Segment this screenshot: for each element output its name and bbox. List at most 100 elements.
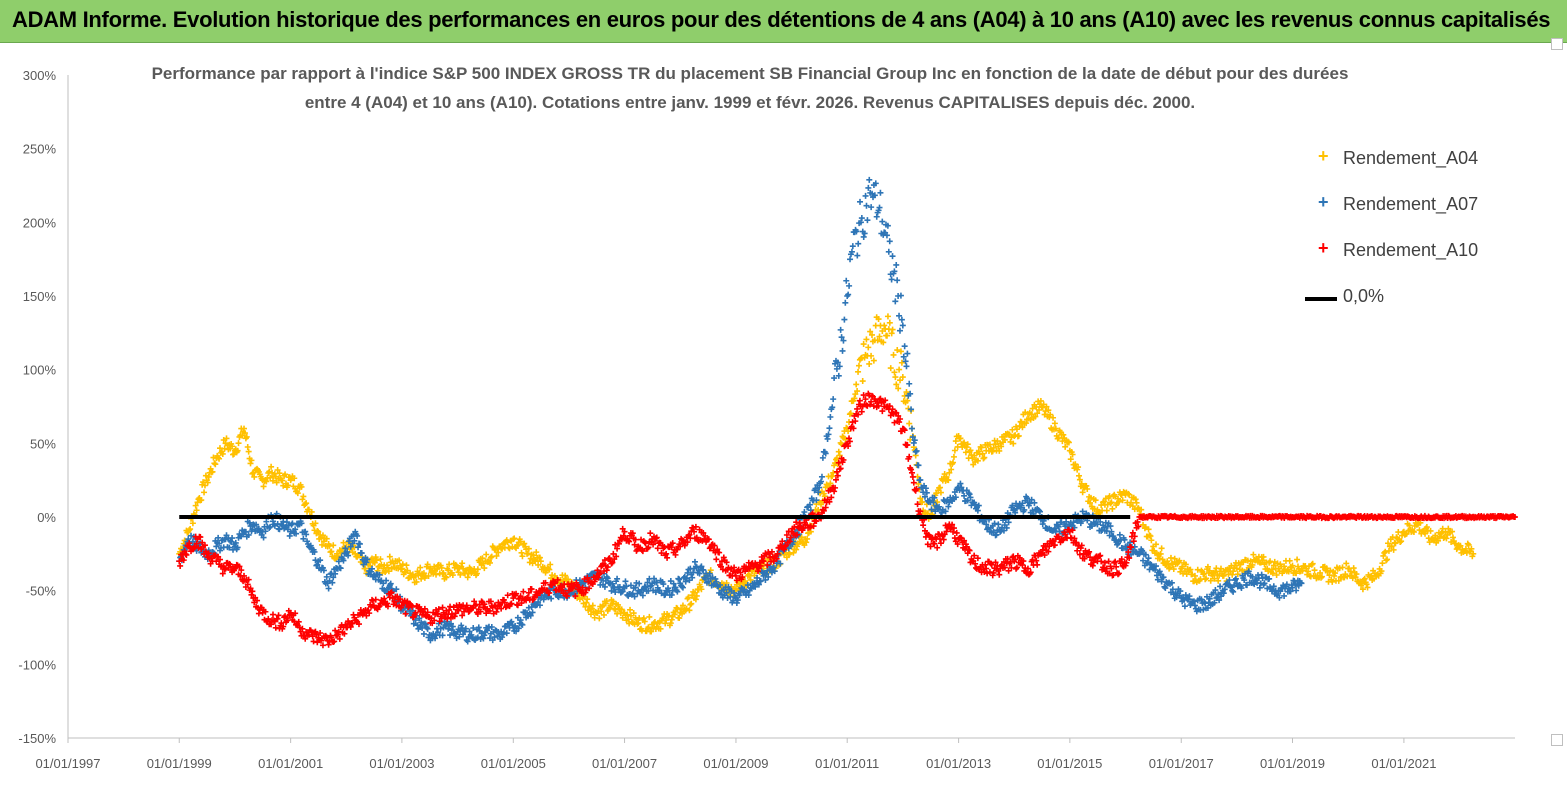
data-point-rendement-a10 — [987, 560, 994, 567]
data-point-rendement-a04 — [513, 542, 520, 549]
data-point-rendement-a07 — [317, 557, 324, 564]
data-point-rendement-a04 — [1380, 552, 1387, 559]
legend-plus-marker: + — [1318, 238, 1329, 258]
data-point-rendement-a10 — [621, 528, 628, 535]
data-point-rendement-a04 — [1171, 555, 1178, 562]
data-point-rendement-a04 — [443, 574, 450, 581]
data-point-rendement-a04 — [486, 559, 493, 566]
data-point-rendement-a04 — [889, 326, 896, 333]
data-point-rendement-a10 — [974, 555, 981, 562]
data-point-rendement-a04 — [273, 479, 280, 486]
resize-handle[interactable] — [1551, 38, 1563, 50]
data-point-rendement-a10 — [1115, 571, 1121, 578]
data-point-rendement-a04 — [1422, 530, 1429, 537]
data-point-rendement-a04 — [1032, 413, 1039, 420]
data-point-rendement-a07 — [1097, 518, 1104, 525]
data-point-rendement-a10 — [355, 621, 362, 628]
data-point-rendement-a04 — [978, 444, 985, 451]
data-point-rendement-a10 — [837, 465, 844, 472]
data-point-rendement-a07 — [1168, 579, 1175, 586]
data-point-rendement-a10 — [786, 538, 793, 545]
data-point-rendement-a04 — [377, 556, 384, 563]
data-point-rendement-a10 — [910, 479, 917, 486]
data-point-rendement-a04 — [403, 562, 410, 569]
data-point-rendement-a04 — [1341, 574, 1348, 581]
data-point-rendement-a10 — [498, 605, 505, 612]
data-point-rendement-a07 — [837, 326, 844, 333]
data-point-rendement-a04 — [742, 578, 749, 585]
data-point-rendement-a04 — [1273, 572, 1280, 579]
data-point-rendement-a04 — [1353, 571, 1360, 578]
data-point-rendement-a10 — [528, 586, 535, 593]
data-point-rendement-a07 — [242, 528, 249, 535]
data-point-rendement-a04 — [1352, 574, 1359, 581]
data-point-rendement-a10 — [846, 438, 853, 445]
data-point-rendement-a07 — [381, 587, 388, 594]
data-point-rendement-a10 — [854, 405, 861, 412]
data-point-rendement-a07 — [702, 576, 709, 583]
data-point-rendement-a07 — [269, 518, 276, 525]
data-point-rendement-a10 — [408, 603, 415, 610]
data-point-rendement-a07 — [813, 497, 820, 504]
data-point-rendement-a04 — [546, 566, 553, 573]
data-point-rendement-a07 — [872, 180, 879, 187]
data-point-rendement-a04 — [648, 628, 655, 635]
data-point-rendement-a10 — [1074, 547, 1081, 554]
data-point-rendement-a07 — [267, 523, 274, 530]
data-point-rendement-a10 — [913, 485, 920, 492]
data-point-rendement-a04 — [1234, 571, 1241, 578]
data-point-rendement-a10 — [180, 557, 187, 564]
data-point-rendement-a07 — [480, 635, 487, 642]
resize-handle[interactable] — [1551, 734, 1563, 746]
data-point-rendement-a10 — [504, 592, 511, 599]
data-point-rendement-a07 — [300, 535, 307, 542]
data-point-rendement-a10 — [1105, 558, 1112, 565]
data-point-rendement-a10 — [274, 615, 281, 622]
data-point-rendement-a04 — [1361, 575, 1368, 582]
data-point-rendement-a10 — [950, 528, 957, 535]
data-point-rendement-a04 — [334, 552, 341, 559]
data-point-rendement-a10 — [513, 590, 520, 597]
data-point-rendement-a07 — [899, 322, 906, 329]
data-point-rendement-a04 — [198, 497, 205, 504]
data-point-rendement-a04 — [1220, 572, 1227, 579]
data-point-rendement-a07 — [964, 497, 971, 504]
data-point-rendement-a04 — [1317, 569, 1324, 576]
data-point-rendement-a07 — [835, 372, 842, 379]
data-point-rendement-a04 — [870, 357, 877, 364]
data-point-rendement-a10 — [927, 543, 934, 550]
data-point-rendement-a07 — [1212, 587, 1219, 594]
data-point-rendement-a10 — [421, 605, 428, 612]
data-point-rendement-a04 — [367, 562, 374, 569]
data-point-rendement-a10 — [217, 556, 223, 563]
data-point-rendement-a04 — [294, 490, 301, 497]
data-point-rendement-a04 — [1309, 560, 1316, 567]
data-point-rendement-a10 — [895, 412, 902, 419]
data-point-rendement-a10 — [604, 564, 611, 571]
data-point-rendement-a10 — [992, 559, 999, 566]
data-point-rendement-a10 — [972, 560, 979, 567]
data-point-rendement-a04 — [298, 483, 305, 490]
data-point-rendement-a07 — [879, 218, 886, 225]
data-point-rendement-a04 — [1060, 431, 1067, 438]
data-point-rendement-a04 — [635, 620, 642, 627]
data-point-rendement-a04 — [1159, 556, 1166, 563]
data-point-rendement-a04 — [867, 328, 874, 335]
data-point-rendement-a04 — [249, 470, 256, 477]
data-point-rendement-a04 — [1100, 498, 1107, 505]
x-tick-label: 01/01/2015 — [1037, 756, 1102, 771]
data-point-rendement-a10 — [572, 593, 579, 600]
data-point-rendement-a10 — [275, 612, 282, 619]
data-point-rendement-a10 — [909, 473, 916, 480]
data-point-rendement-a04 — [603, 598, 610, 605]
data-point-rendement-a04 — [1167, 564, 1174, 571]
data-point-rendement-a07 — [724, 594, 731, 601]
data-point-rendement-a04 — [798, 534, 805, 541]
data-point-rendement-a10 — [1125, 549, 1132, 556]
data-point-rendement-a04 — [481, 565, 488, 572]
data-point-rendement-a07 — [1036, 507, 1043, 514]
data-point-rendement-a04 — [588, 605, 595, 612]
data-point-rendement-a07 — [229, 535, 236, 542]
data-point-rendement-a04 — [1468, 545, 1475, 552]
data-point-rendement-a04 — [1013, 426, 1020, 433]
